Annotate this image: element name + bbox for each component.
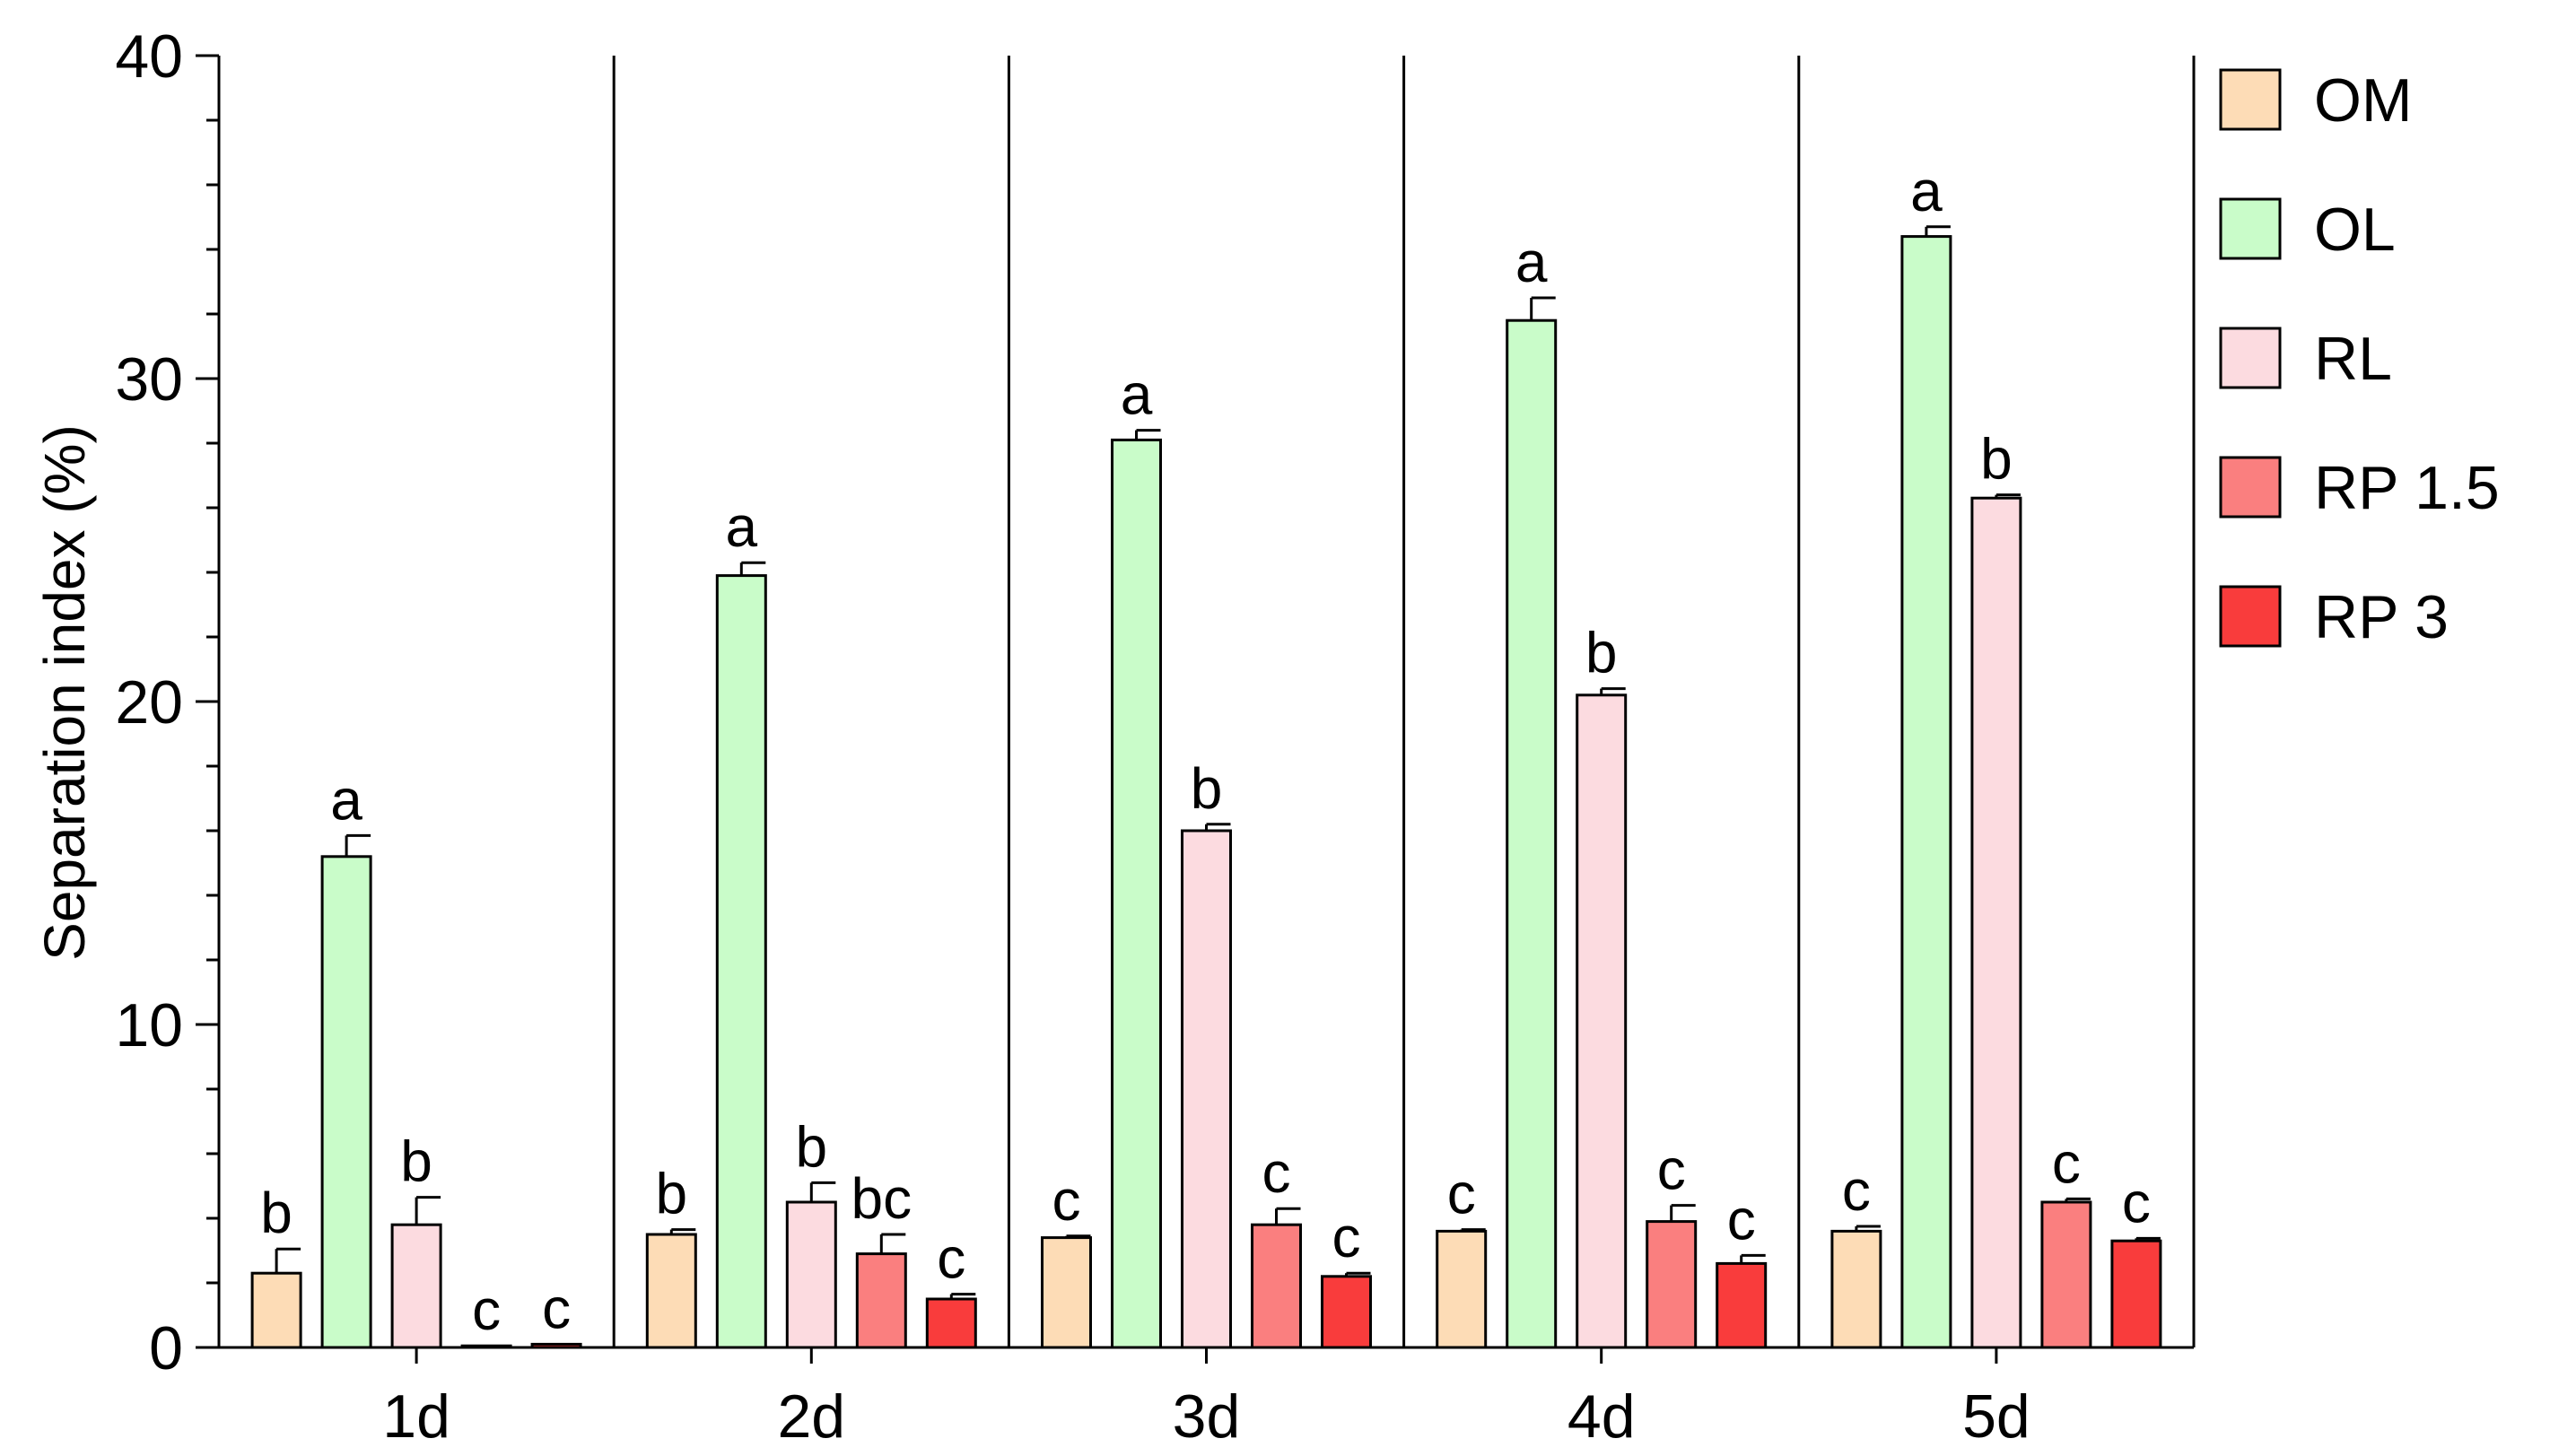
significance-letter: b	[656, 1162, 688, 1226]
bar-rp-3-2d	[925, 1297, 977, 1349]
bar-rl-2d	[785, 1200, 837, 1349]
significance-letter: b	[260, 1181, 293, 1245]
bar-rp-1_5-5d	[2040, 1200, 2092, 1349]
significance-letter: c	[1727, 1187, 1756, 1251]
bar-om-5d	[1830, 1229, 1882, 1349]
legend-label: OL	[2314, 196, 2396, 264]
x-tick-label: 4d	[1568, 1382, 1636, 1451]
legend-swatch	[2219, 456, 2282, 519]
legend-label: RP 1.5	[2314, 454, 2500, 522]
bar-rp-1_5-3d	[1251, 1223, 1302, 1349]
x-tick-label: 1d	[382, 1382, 450, 1451]
significance-letter: a	[330, 767, 362, 832]
significance-letter: b	[796, 1114, 828, 1179]
bar-ol-5d	[1900, 235, 1952, 1349]
significance-letter: b	[400, 1129, 432, 1194]
significance-letter: b	[1980, 427, 2013, 492]
legend-label: OM	[2314, 66, 2413, 135]
x-tick-label: 3d	[1173, 1382, 1241, 1451]
legend: OM OL RL RP 1.5 RP 3	[2219, 66, 2500, 651]
bar-rl-3d	[1181, 829, 1232, 1349]
significance-letter: c	[937, 1226, 965, 1291]
legend-label: RL	[2314, 325, 2392, 393]
significance-letter: c	[2052, 1130, 2081, 1195]
significance-letter: a	[1910, 159, 1943, 223]
bar-rl-4d	[1576, 693, 1628, 1349]
bar-om-4d	[1436, 1229, 1488, 1349]
significance-letter: b	[1191, 756, 1223, 821]
significance-letter: c	[1052, 1168, 1081, 1233]
legend-swatch	[2219, 197, 2282, 260]
bar-ol-3d	[1111, 438, 1162, 1349]
bar-rp-3-4d	[1716, 1261, 1768, 1349]
significance-letter: b	[1585, 621, 1618, 685]
significance-letter: c	[1842, 1158, 1871, 1223]
y-axis-label: Separation index (%)	[32, 424, 97, 961]
significance-letter: a	[726, 494, 758, 559]
bar-om-2d	[645, 1233, 697, 1349]
significance-letter: c	[1657, 1138, 1686, 1202]
bar-rp-3-5d	[2110, 1239, 2162, 1349]
bar-ol-2d	[715, 574, 767, 1349]
legend-swatch	[2219, 585, 2282, 648]
significance-letter: c	[542, 1276, 571, 1340]
axes-layer: 1d 2d 3d 4d 5d 0 10 20 30 40	[115, 22, 2196, 1451]
legend-swatch	[2219, 68, 2282, 131]
y-tick-label: 20	[115, 668, 183, 737]
y-tick-label: 30	[115, 345, 183, 414]
bar-ol-4d	[1506, 318, 1558, 1349]
bar-rl-5d	[1970, 496, 2022, 1349]
significance-letter: c	[1447, 1162, 1476, 1226]
bar-rl-1d	[390, 1223, 442, 1349]
bar-rp-1_5-4d	[1646, 1220, 1698, 1349]
significance-letter: c	[2122, 1170, 2151, 1234]
legend-swatch	[2219, 327, 2282, 389]
bar-om-1d	[250, 1271, 302, 1349]
bar-ol-1d	[320, 855, 372, 1349]
bar-rp-3-3d	[1321, 1275, 1372, 1349]
bar-rp-1_5-2d	[855, 1252, 907, 1349]
significance-letter: c	[472, 1277, 501, 1342]
y-tick-label: 10	[115, 991, 183, 1059]
significance-letter: bc	[851, 1166, 913, 1231]
x-tick-label: 5d	[1962, 1382, 2030, 1451]
group-separators	[612, 56, 1801, 1347]
y-tick-label: 0	[149, 1314, 183, 1382]
y-tick-label: 40	[115, 22, 183, 91]
significance-letter: a	[1515, 230, 1548, 294]
bar-om-3d	[1041, 1236, 1092, 1349]
significance-letter: a	[1121, 362, 1153, 427]
significance-letter: c	[1262, 1140, 1291, 1205]
significance-letter: c	[1332, 1205, 1361, 1269]
legend-label: RP 3	[2314, 583, 2449, 651]
x-tick-label: 2d	[777, 1382, 845, 1451]
